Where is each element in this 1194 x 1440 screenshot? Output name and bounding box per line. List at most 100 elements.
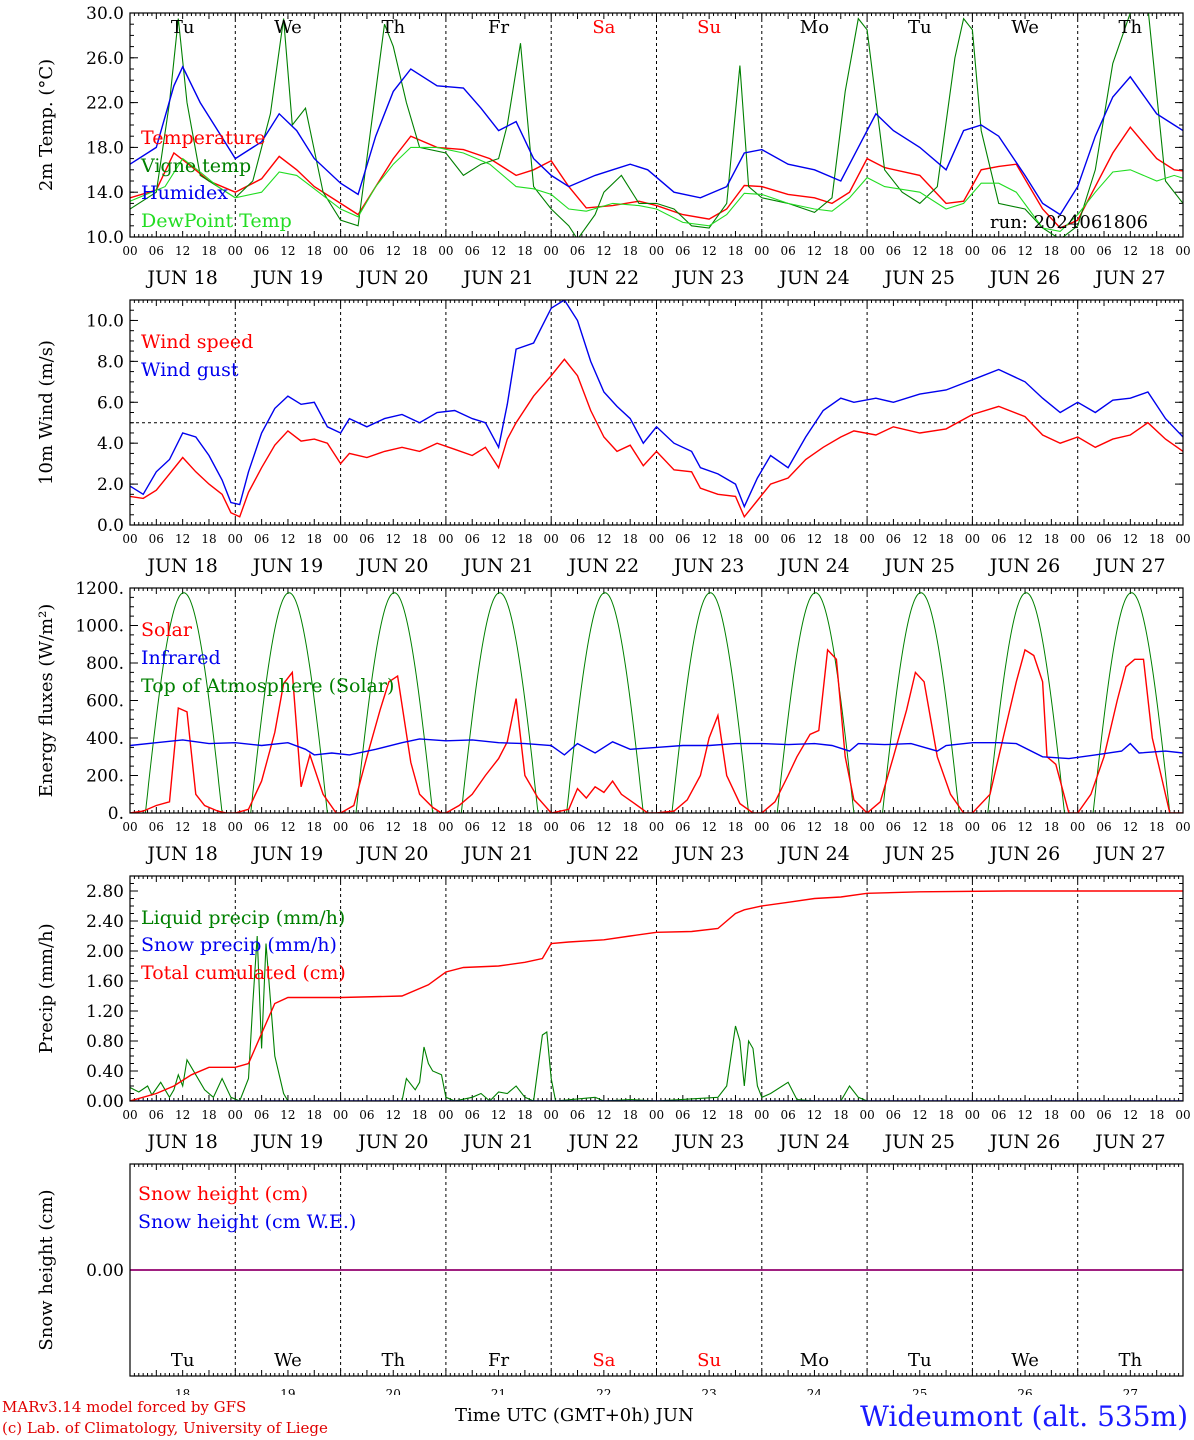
y-tick-label: 0. bbox=[108, 804, 124, 824]
hour-tick-label: 00 bbox=[544, 532, 559, 546]
hour-tick-label: 12 bbox=[386, 1108, 401, 1122]
y-tick-label: 2.80 bbox=[86, 882, 124, 902]
date-label: JUN 27 bbox=[1093, 843, 1165, 865]
y-tick-label: 0.0 bbox=[97, 516, 124, 536]
y-tick-label: 400. bbox=[86, 729, 124, 749]
hour-tick-label: 06 bbox=[254, 244, 269, 258]
y-tick-label: 200. bbox=[86, 767, 124, 787]
hour-tick-label: 12 bbox=[386, 244, 401, 258]
series-line-infrared bbox=[130, 738, 1183, 760]
hour-tick-label: 00 bbox=[1070, 244, 1085, 258]
hour-tick-label: 00 bbox=[438, 532, 453, 546]
hour-tick-label: 06 bbox=[991, 1108, 1006, 1122]
date-label: JUN 22 bbox=[567, 1131, 639, 1153]
hour-tick-label: 06 bbox=[149, 1108, 164, 1122]
day-number-label: 27 bbox=[1123, 1387, 1138, 1395]
hour-tick-label: 06 bbox=[886, 1108, 901, 1122]
series-line-humidex bbox=[130, 65, 1183, 216]
y-tick-label: 26.0 bbox=[86, 49, 124, 69]
hour-tick-label: 18 bbox=[623, 1108, 638, 1122]
date-label: JUN 23 bbox=[672, 843, 744, 865]
hour-tick-label: 06 bbox=[780, 532, 795, 546]
hour-tick-label: 12 bbox=[702, 820, 717, 834]
date-label: JUN 20 bbox=[356, 267, 428, 289]
hour-tick-label: 00 bbox=[544, 244, 559, 258]
legend-entry: Infrared bbox=[141, 647, 221, 669]
hour-tick-label: 00 bbox=[544, 820, 559, 834]
day-number-label: 23 bbox=[702, 1387, 717, 1395]
legend-entry: DewPoint Temp bbox=[141, 210, 292, 232]
hour-tick-label: 06 bbox=[1096, 1108, 1111, 1122]
date-label: JUN 18 bbox=[145, 1131, 217, 1153]
plot-area bbox=[130, 890, 1183, 1101]
hour-tick-label: 18 bbox=[833, 532, 848, 546]
hour-tick-label: 12 bbox=[912, 820, 927, 834]
panel-1: 10.0 14.0 18.0 22.0 26.0 30.0 2m Temp. (°C) Tem… bbox=[36, 4, 1191, 289]
hour-tick-label: 12 bbox=[1017, 244, 1032, 258]
hour-tick-label: 06 bbox=[991, 532, 1006, 546]
legend-entry: Top of Atmosphere (Solar) bbox=[141, 675, 394, 697]
hour-tick-label: 00 bbox=[649, 244, 664, 258]
hour-tick-label: 00 bbox=[1070, 1108, 1085, 1122]
run-label: run: 2024061806 bbox=[990, 212, 1148, 233]
date-label: JUN 21 bbox=[461, 1131, 533, 1153]
hour-tick-label: 18 bbox=[412, 1108, 427, 1122]
hour-tick-label: 06 bbox=[1096, 820, 1111, 834]
weekday-label: Su bbox=[697, 17, 721, 38]
weekday-label: Sa bbox=[592, 17, 615, 38]
hour-tick-label: 18 bbox=[938, 244, 953, 258]
hour-tick-label: 06 bbox=[1096, 532, 1111, 546]
hour-tick-label: 00 bbox=[333, 1108, 348, 1122]
hour-tick-label: 00 bbox=[859, 820, 874, 834]
hour-tick-label: 12 bbox=[807, 244, 822, 258]
hour-tick-label: 12 bbox=[596, 1108, 611, 1122]
series-line-solar bbox=[130, 648, 1183, 813]
hour-tick-label: 18 bbox=[728, 820, 743, 834]
hour-tick-label: 18 bbox=[938, 532, 953, 546]
y-tick-label: 2.0 bbox=[97, 475, 124, 495]
y-tick-label: 30.0 bbox=[86, 4, 124, 24]
hour-tick-label: 00 bbox=[228, 1108, 243, 1122]
hour-tick-label: 18 bbox=[728, 244, 743, 258]
hour-tick-label: 00 bbox=[965, 244, 980, 258]
hour-tick-label: 18 bbox=[1149, 532, 1164, 546]
hour-tick-label: 18 bbox=[1044, 532, 1059, 546]
date-label: JUN 19 bbox=[251, 1131, 323, 1153]
date-label: JUN 26 bbox=[988, 843, 1060, 865]
y-tick-label: 1000. bbox=[75, 617, 124, 637]
hour-tick-label: 00 bbox=[859, 1108, 874, 1122]
hour-tick-label: 00 bbox=[438, 244, 453, 258]
plot-frame bbox=[129, 1163, 1184, 1377]
plot-frame bbox=[129, 587, 1184, 814]
hour-tick-label: 18 bbox=[517, 1108, 532, 1122]
legend-entry: Temperature bbox=[141, 127, 265, 149]
date-label: JUN 22 bbox=[567, 555, 639, 577]
hour-tick-label: 00 bbox=[1175, 244, 1190, 258]
hour-tick-label: 18 bbox=[1044, 820, 1059, 834]
hour-tick-label: 12 bbox=[596, 532, 611, 546]
hour-tick-label: 18 bbox=[623, 820, 638, 834]
y-tick-label: 4.0 bbox=[97, 434, 124, 454]
date-label: JUN 21 bbox=[461, 843, 533, 865]
hour-tick-label: 00 bbox=[754, 820, 769, 834]
hour-tick-label: 06 bbox=[1096, 244, 1111, 258]
date-label: JUN 20 bbox=[356, 843, 428, 865]
date-label: JUN 27 bbox=[1093, 1131, 1165, 1153]
date-label: JUN 26 bbox=[988, 267, 1060, 289]
hour-tick-label: 12 bbox=[175, 820, 190, 834]
y-tick-label: 10.0 bbox=[86, 228, 124, 248]
hour-tick-label: 18 bbox=[517, 244, 532, 258]
weekday-label: Tu bbox=[908, 1350, 932, 1371]
hour-tick-label: 00 bbox=[122, 1108, 137, 1122]
hour-tick-label: 00 bbox=[1175, 532, 1190, 546]
hour-tick-label: 18 bbox=[1149, 244, 1164, 258]
hour-tick-label: 18 bbox=[728, 532, 743, 546]
weekday-label: We bbox=[1011, 17, 1039, 38]
weekday-label: Tu bbox=[908, 17, 932, 38]
hour-tick-label: 12 bbox=[491, 820, 506, 834]
hour-tick-label: 00 bbox=[754, 1108, 769, 1122]
y-tick-label: 8.0 bbox=[97, 352, 124, 372]
y-tick-label: 2.00 bbox=[86, 942, 124, 962]
hour-tick-label: 06 bbox=[359, 820, 374, 834]
hour-tick-label: 06 bbox=[675, 1108, 690, 1122]
